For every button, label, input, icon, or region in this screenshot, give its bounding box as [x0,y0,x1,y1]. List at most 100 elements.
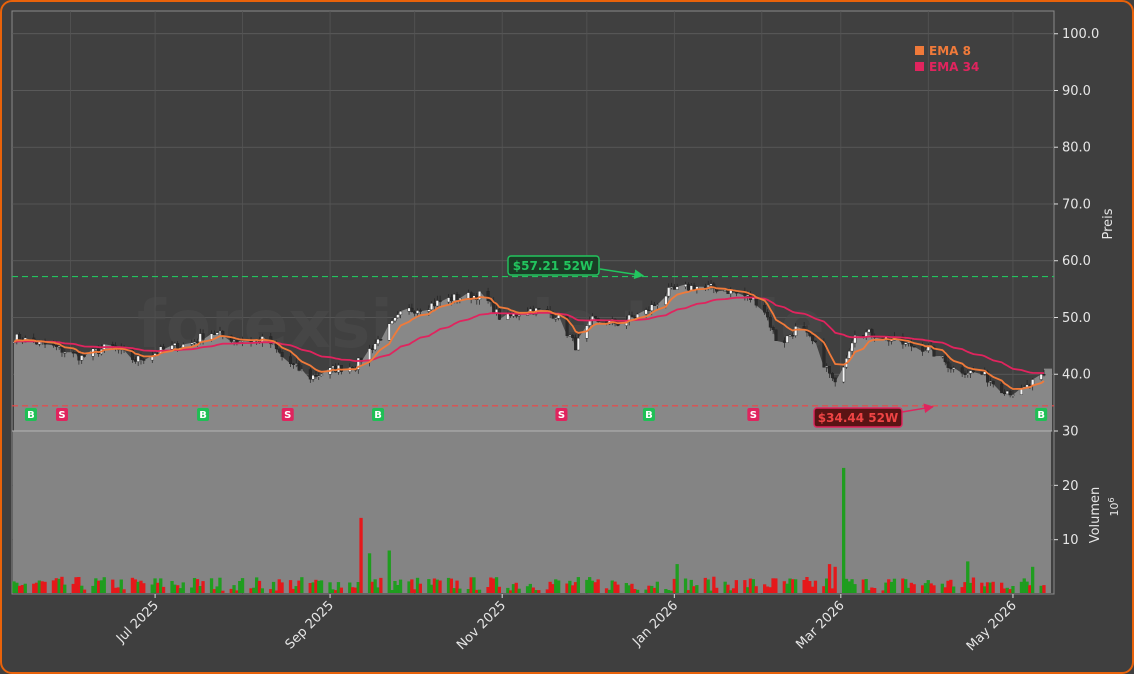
volume-tick-label: 10 [1062,533,1079,548]
volume-bar [195,579,200,593]
volume-bar [190,587,194,593]
candle-body [201,333,205,340]
candle-body [517,315,521,317]
candle-body [277,348,281,353]
volume-bar [867,590,871,593]
candle-body [833,377,837,383]
volume-bar [1019,581,1024,593]
volume-bar [136,581,140,593]
signal-label: S [750,410,757,421]
volume-bar [980,582,984,593]
volume-bar [192,578,197,593]
candle-body [636,313,640,318]
signal-badge [642,408,655,421]
signal-badge [747,408,760,421]
volume-bar [822,586,826,593]
volume-bar [870,587,874,593]
candle-body [932,346,936,357]
volume-bar [54,578,58,593]
volume-bar [288,580,293,593]
time-tick-label: Nov 2025 [454,598,509,653]
candle-body [972,370,976,373]
volume-bar [63,584,67,593]
candle-body [706,285,710,288]
volume-bar [176,585,180,593]
volume-bar [142,583,146,593]
volume-bar [133,579,137,593]
volume-bar [238,581,242,593]
volume-bar [477,589,482,593]
candle-body [655,304,659,306]
candle-body [686,284,690,291]
candle-body [746,294,750,297]
candle-body [452,294,456,302]
candle-body [356,357,360,370]
volume-bar [229,588,233,593]
volume-bar [328,582,332,593]
volume-bar [971,577,976,593]
candle-body [136,355,140,362]
candle-body [763,305,767,313]
volume-bar [170,581,174,593]
candle-body [54,345,58,347]
candle-body [850,342,854,352]
volume-tick-label: 20 [1062,479,1079,494]
candle-body [435,300,439,307]
volume-bar [113,587,118,593]
candle-body [904,342,908,345]
volume-bar [74,577,78,593]
volume-bar [274,590,279,593]
candle-body [130,349,134,360]
candle-body [173,343,177,346]
volume-bar [336,582,341,593]
volume-bar [511,584,516,593]
signal-buy-marker: B [642,408,655,421]
volume-bar [1005,587,1009,593]
volume-bar [565,583,569,593]
price-tick-label: 100.0 [1062,27,1099,42]
volume-bar [669,590,674,593]
volume-bar [387,550,391,593]
time-tick-label: Mar 2026 [793,598,847,652]
volume-bar [754,586,758,593]
candle-body [593,316,597,319]
candle-body [94,348,98,350]
legend-label: EMA 34 [929,60,979,74]
volume-bar [988,582,992,593]
candle-body [57,345,61,348]
candle-body [209,333,213,340]
volume-bar [215,586,219,593]
candle-body [672,286,676,290]
candle-body [308,369,312,380]
volume-bar [367,553,372,594]
volume-bar [548,581,552,593]
candle-body [946,361,950,368]
volume-bar [667,590,671,593]
volume-bar [297,580,301,593]
volume-bar [901,578,905,593]
volume-bar [723,581,727,593]
candle-body [664,295,668,305]
candle-body [940,355,944,358]
candle-body [235,340,239,343]
volume-bar [40,581,44,593]
candle-body [537,308,541,310]
candle-body [726,290,730,294]
candle-body [667,287,671,297]
candle-body [433,303,437,307]
candle-body [190,342,194,345]
high-52w-arrow [599,268,645,280]
volume-bar [650,585,654,593]
volume-bar [97,580,101,593]
volume-bar [51,580,56,593]
volume-bar [1042,585,1046,593]
volume-bar [887,579,891,593]
volume-panel [13,431,1051,593]
signal-badge [372,408,385,421]
volume-bar [469,577,473,593]
candle-body [921,346,925,352]
candle-body [574,337,578,351]
volume-bar [588,577,592,593]
volume-bar [844,578,849,593]
candle-body [142,359,146,361]
